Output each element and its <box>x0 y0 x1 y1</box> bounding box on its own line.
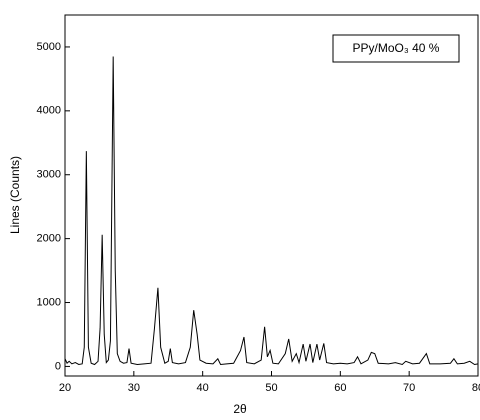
x-tick-label: 60 <box>334 382 346 394</box>
y-axis-label: Lines (Counts) <box>8 156 22 234</box>
x-tick-label: 80 <box>472 382 480 394</box>
x-tick-label: 40 <box>197 382 209 394</box>
x-tick-label: 20 <box>59 382 71 394</box>
y-tick-label: 5000 <box>37 41 61 53</box>
x-tick-label: 70 <box>403 382 415 394</box>
legend-label: PPy/MoO₃ 40 % <box>353 41 440 55</box>
plot-frame <box>64 14 479 377</box>
y-tick-label: 2000 <box>37 233 61 245</box>
x-tick-label: 50 <box>265 382 277 394</box>
legend-box <box>332 34 460 63</box>
y-tick-label: 4000 <box>37 105 61 117</box>
data-line <box>64 56 479 366</box>
x-tick-label: 30 <box>128 382 140 394</box>
x-axis-label: 2θ <box>233 402 247 416</box>
y-tick-label: 3000 <box>37 169 61 181</box>
y-tick-label: 1000 <box>37 296 61 308</box>
y-tick-label: 0 <box>55 360 61 372</box>
